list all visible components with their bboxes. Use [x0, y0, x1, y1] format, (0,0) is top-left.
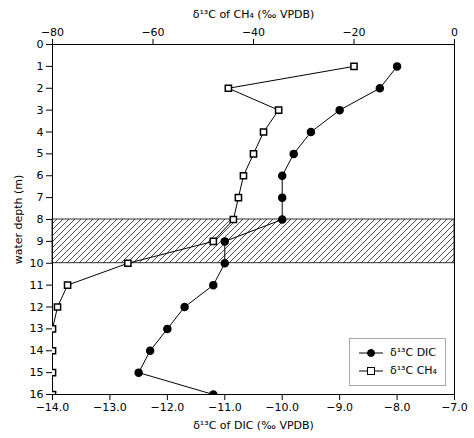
- svg-text:−40: −40: [242, 26, 265, 39]
- svg-text:3: 3: [37, 104, 44, 117]
- svg-text:13: 13: [30, 322, 44, 335]
- svg-text:−10.0: −10.0: [265, 401, 299, 414]
- html-text:δ¹³C DIC: δ¹³C DIC: [389, 346, 436, 359]
- svg-text:12: 12: [30, 301, 44, 314]
- svg-text:water depth (m): water depth (m): [12, 175, 25, 265]
- svg-text:4: 4: [37, 126, 44, 139]
- svg-text:9: 9: [37, 235, 44, 248]
- svg-text:5: 5: [37, 147, 44, 160]
- svg-text:−20: −20: [342, 26, 365, 39]
- svg-text:2: 2: [37, 82, 44, 95]
- svg-text:15: 15: [30, 366, 44, 379]
- svg-text:−13.0: −13.0: [93, 401, 127, 414]
- svg-text:−60: −60: [141, 26, 164, 39]
- svg-text:−8.0: −8.0: [384, 401, 411, 414]
- svg-text:0: 0: [37, 38, 44, 51]
- svg-text:6: 6: [37, 169, 44, 182]
- svg-text:16: 16: [30, 388, 44, 401]
- svg-text:−12.0: −12.0: [150, 401, 184, 414]
- svg-text:δ¹³C of CH₄ (‰ VPDB): δ¹³C of CH₄ (‰ VPDB): [193, 8, 315, 21]
- svg-text:1: 1: [37, 60, 44, 73]
- svg-text:14: 14: [30, 344, 44, 357]
- svg-text:0: 0: [451, 26, 458, 39]
- svg-text:δ¹³C of DIC (‰ VPDB): δ¹³C of DIC (‰ VPDB): [193, 419, 314, 432]
- svg-text:−80: −80: [41, 26, 64, 39]
- svg-text:−7.0: −7.0: [441, 401, 468, 414]
- svg-text:10: 10: [30, 257, 44, 270]
- svg-text:−11.0: −11.0: [208, 401, 242, 414]
- svg-text:−14.0: −14.0: [36, 401, 70, 414]
- svg-text:7: 7: [37, 191, 44, 204]
- svg-text:−9.0: −9.0: [326, 401, 353, 414]
- html-text:δ¹³C CH₄: δ¹³C CH₄: [389, 364, 437, 377]
- svg-text:8: 8: [37, 213, 44, 226]
- svg-text:11: 11: [30, 279, 44, 292]
